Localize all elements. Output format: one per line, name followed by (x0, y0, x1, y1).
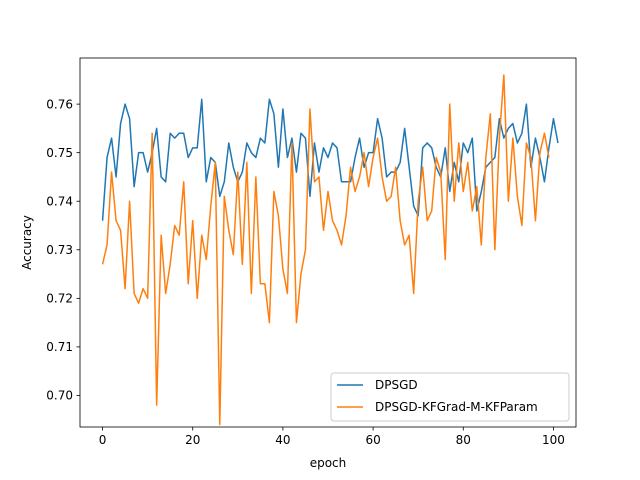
y-tick-label: 0.72 (46, 292, 73, 306)
x-tick-label: 100 (542, 433, 565, 447)
x-axis-ticks: 0 20 40 60 80 100 (99, 427, 565, 447)
series-lines (101, 74, 559, 426)
series-line-1 (101, 74, 550, 426)
x-axis-label: epoch (310, 456, 347, 470)
x-tick-label: 20 (185, 433, 200, 447)
x-tick-label: 40 (275, 433, 290, 447)
y-tick-label: 0.73 (46, 243, 73, 257)
y-tick-label: 0.76 (46, 97, 73, 111)
x-tick-label: 0 (99, 433, 107, 447)
y-tick-label: 0.71 (46, 340, 73, 354)
y-tick-label: 0.70 (46, 389, 73, 403)
legend-label-kfgrad: DPSGD-KFGrad-M-KFParam (375, 400, 538, 414)
legend-label-dpsgd: DPSGD (375, 378, 418, 392)
y-axis-label: Accuracy (20, 215, 34, 270)
legend-box (330, 372, 570, 422)
y-axis-ticks: 0.70 0.71 0.72 0.73 0.74 0.75 0.76 (46, 97, 80, 403)
y-tick-label: 0.75 (46, 146, 73, 160)
series-line-0 (101, 98, 559, 221)
plot-frame (79, 57, 577, 428)
x-tick-label: 60 (365, 433, 380, 447)
x-tick-label: 80 (456, 433, 471, 447)
legend: DPSGD DPSGD-KFGrad-M-KFParam (330, 372, 570, 422)
y-tick-label: 0.74 (46, 194, 73, 208)
